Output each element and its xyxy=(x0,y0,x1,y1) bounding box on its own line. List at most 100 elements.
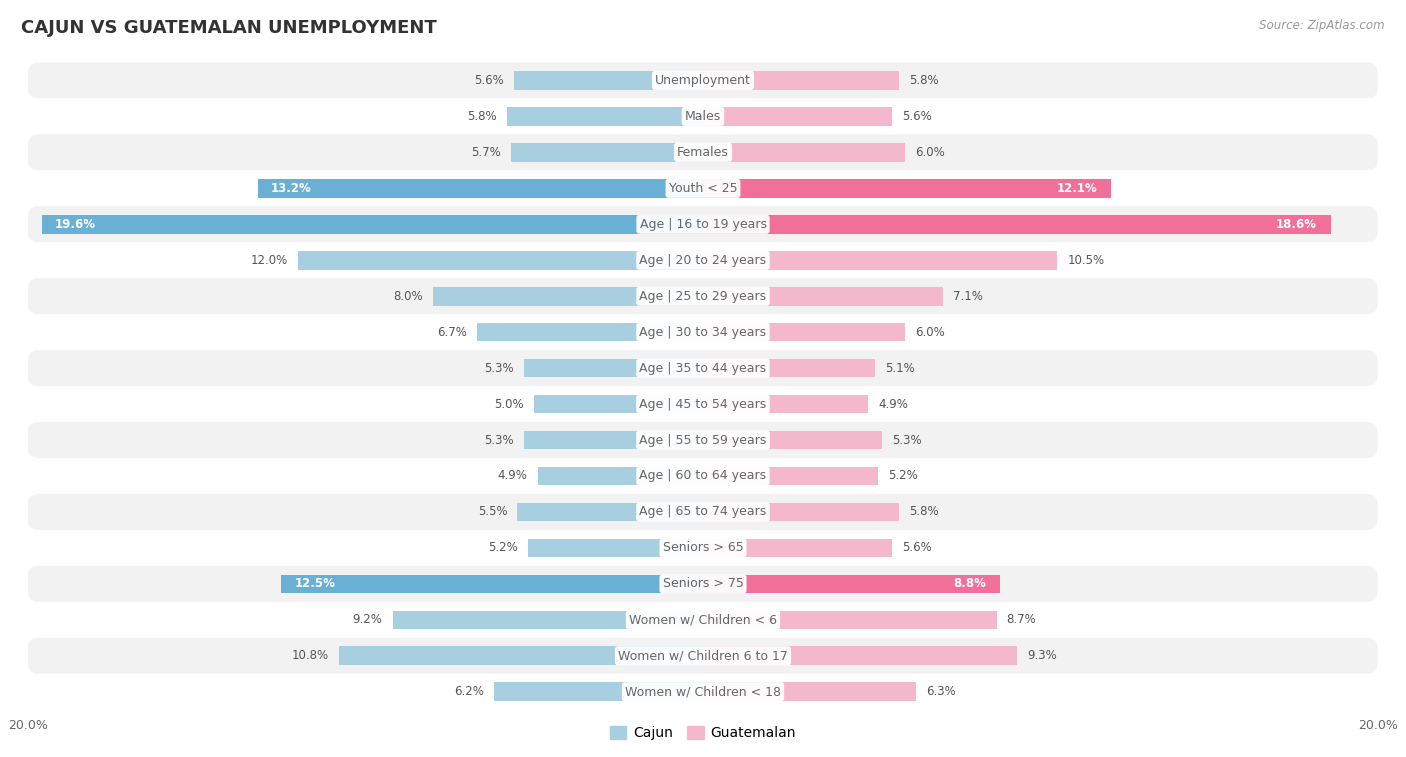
Text: 6.2%: 6.2% xyxy=(454,685,484,698)
Text: 12.5%: 12.5% xyxy=(295,578,336,590)
FancyBboxPatch shape xyxy=(28,458,1378,494)
Text: 5.8%: 5.8% xyxy=(908,506,938,519)
Text: 5.2%: 5.2% xyxy=(488,541,517,554)
FancyBboxPatch shape xyxy=(28,638,1378,674)
FancyBboxPatch shape xyxy=(28,98,1378,134)
Bar xyxy=(433,287,703,306)
Text: 10.5%: 10.5% xyxy=(1067,254,1105,266)
FancyBboxPatch shape xyxy=(28,242,1378,278)
Bar xyxy=(703,251,1057,269)
Bar xyxy=(703,646,1017,665)
Text: 5.7%: 5.7% xyxy=(471,146,501,159)
Bar xyxy=(42,215,703,234)
Text: Age | 35 to 44 years: Age | 35 to 44 years xyxy=(640,362,766,375)
Bar xyxy=(703,359,875,378)
Bar xyxy=(703,322,905,341)
Text: 5.3%: 5.3% xyxy=(891,434,921,447)
Text: 5.3%: 5.3% xyxy=(485,362,515,375)
FancyBboxPatch shape xyxy=(28,62,1378,98)
Text: 4.9%: 4.9% xyxy=(498,469,527,482)
Text: 6.7%: 6.7% xyxy=(437,326,467,338)
Text: 19.6%: 19.6% xyxy=(55,218,96,231)
Text: 5.6%: 5.6% xyxy=(903,110,932,123)
Bar xyxy=(524,359,703,378)
FancyBboxPatch shape xyxy=(28,134,1378,170)
Text: 5.3%: 5.3% xyxy=(485,434,515,447)
Text: 5.1%: 5.1% xyxy=(886,362,915,375)
Bar xyxy=(703,287,942,306)
Text: 5.6%: 5.6% xyxy=(474,74,503,87)
Bar xyxy=(298,251,703,269)
FancyBboxPatch shape xyxy=(28,494,1378,530)
Bar xyxy=(703,394,869,413)
Text: 8.7%: 8.7% xyxy=(1007,613,1036,626)
Text: Seniors > 75: Seniors > 75 xyxy=(662,578,744,590)
Text: 10.8%: 10.8% xyxy=(291,650,329,662)
Bar xyxy=(508,107,703,126)
Bar xyxy=(703,71,898,89)
Bar xyxy=(703,575,1000,593)
Text: Age | 25 to 29 years: Age | 25 to 29 years xyxy=(640,290,766,303)
Bar xyxy=(477,322,703,341)
Bar xyxy=(515,71,703,89)
Text: Age | 30 to 34 years: Age | 30 to 34 years xyxy=(640,326,766,338)
Text: 5.8%: 5.8% xyxy=(908,74,938,87)
FancyBboxPatch shape xyxy=(28,530,1378,566)
Legend: Cajun, Guatemalan: Cajun, Guatemalan xyxy=(610,727,796,740)
FancyBboxPatch shape xyxy=(28,422,1378,458)
Text: 18.6%: 18.6% xyxy=(1277,218,1317,231)
Text: Youth < 25: Youth < 25 xyxy=(669,182,737,195)
Text: Women w/ Children < 6: Women w/ Children < 6 xyxy=(628,613,778,626)
Bar xyxy=(524,431,703,450)
Text: 8.8%: 8.8% xyxy=(953,578,987,590)
Bar xyxy=(703,503,898,522)
Text: Males: Males xyxy=(685,110,721,123)
FancyBboxPatch shape xyxy=(28,206,1378,242)
FancyBboxPatch shape xyxy=(28,170,1378,206)
Text: Women w/ Children < 18: Women w/ Children < 18 xyxy=(626,685,780,698)
Bar xyxy=(527,538,703,557)
Bar xyxy=(257,179,703,198)
Bar xyxy=(703,466,879,485)
Bar xyxy=(703,107,891,126)
FancyBboxPatch shape xyxy=(28,602,1378,638)
Text: 6.0%: 6.0% xyxy=(915,326,945,338)
Text: Unemployment: Unemployment xyxy=(655,74,751,87)
Text: Age | 20 to 24 years: Age | 20 to 24 years xyxy=(640,254,766,266)
Text: 5.6%: 5.6% xyxy=(903,541,932,554)
Bar xyxy=(703,610,997,629)
FancyBboxPatch shape xyxy=(28,386,1378,422)
Text: 4.9%: 4.9% xyxy=(879,397,908,410)
Bar xyxy=(537,466,703,485)
Bar xyxy=(494,683,703,701)
Bar xyxy=(534,394,703,413)
Text: Seniors > 65: Seniors > 65 xyxy=(662,541,744,554)
Text: 6.0%: 6.0% xyxy=(915,146,945,159)
Text: 9.2%: 9.2% xyxy=(353,613,382,626)
FancyBboxPatch shape xyxy=(28,566,1378,602)
Bar xyxy=(703,431,882,450)
Text: 12.1%: 12.1% xyxy=(1057,182,1098,195)
Bar xyxy=(703,143,905,162)
FancyBboxPatch shape xyxy=(28,350,1378,386)
Text: Age | 55 to 59 years: Age | 55 to 59 years xyxy=(640,434,766,447)
Text: 5.2%: 5.2% xyxy=(889,469,918,482)
FancyBboxPatch shape xyxy=(28,278,1378,314)
Bar xyxy=(703,538,891,557)
Bar xyxy=(281,575,703,593)
Text: 5.8%: 5.8% xyxy=(468,110,498,123)
FancyBboxPatch shape xyxy=(28,314,1378,350)
Text: Age | 65 to 74 years: Age | 65 to 74 years xyxy=(640,506,766,519)
FancyBboxPatch shape xyxy=(28,674,1378,710)
Bar xyxy=(703,215,1330,234)
Bar xyxy=(703,683,915,701)
Text: Age | 45 to 54 years: Age | 45 to 54 years xyxy=(640,397,766,410)
Text: Women w/ Children 6 to 17: Women w/ Children 6 to 17 xyxy=(619,650,787,662)
Bar xyxy=(510,143,703,162)
Text: 13.2%: 13.2% xyxy=(271,182,312,195)
Text: 8.0%: 8.0% xyxy=(394,290,423,303)
Text: Age | 60 to 64 years: Age | 60 to 64 years xyxy=(640,469,766,482)
Text: Age | 16 to 19 years: Age | 16 to 19 years xyxy=(640,218,766,231)
Text: 7.1%: 7.1% xyxy=(953,290,983,303)
Bar xyxy=(392,610,703,629)
